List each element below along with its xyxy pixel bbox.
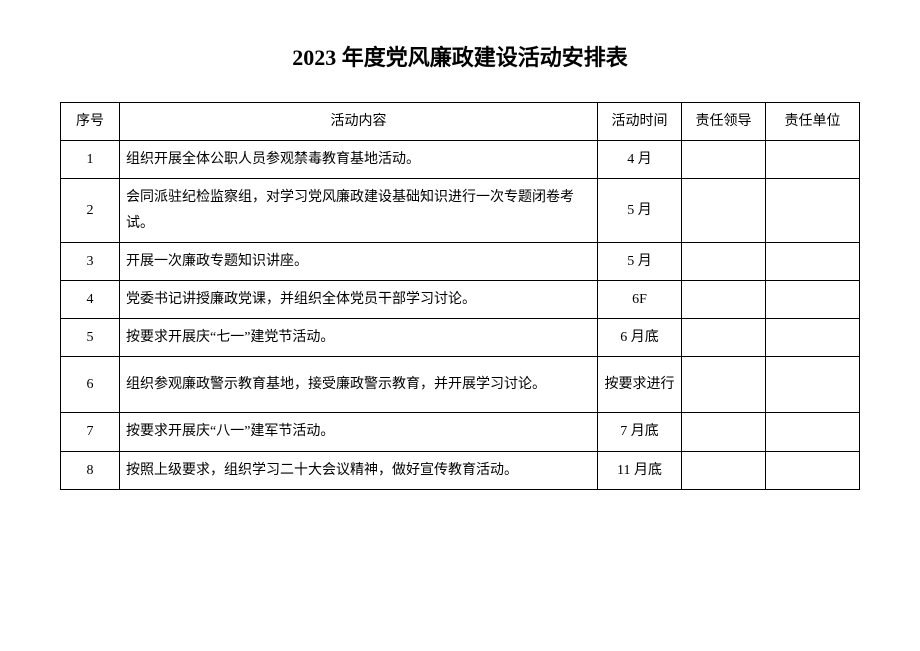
table-row: 5 按要求开展庆“七一”建党节活动。 6 月底 — [61, 319, 860, 357]
cell-leader — [682, 242, 766, 280]
cell-time: 6F — [598, 280, 682, 318]
cell-unit — [766, 319, 860, 357]
table-row: 7 按要求开展庆“八一”建军节活动。 7 月底 — [61, 413, 860, 451]
cell-time: 5 月 — [598, 242, 682, 280]
cell-content: 按要求开展庆“八一”建军节活动。 — [120, 413, 598, 451]
cell-leader — [682, 179, 766, 242]
cell-unit — [766, 179, 860, 242]
cell-seq: 8 — [61, 451, 120, 489]
header-unit: 责任单位 — [766, 103, 860, 141]
cell-unit — [766, 451, 860, 489]
cell-content: 组织开展全体公职人员参观禁毒教育基地活动。 — [120, 141, 598, 179]
cell-seq: 5 — [61, 319, 120, 357]
cell-leader — [682, 280, 766, 318]
table-row: 3 开展一次廉政专题知识讲座。 5 月 — [61, 242, 860, 280]
table-row: 6 组织参观廉政警示教育基地，接受廉政警示教育，并开展学习讨论。 按要求进行 — [61, 357, 860, 413]
cell-unit — [766, 357, 860, 413]
cell-time: 11 月底 — [598, 451, 682, 489]
table-header-row: 序号 活动内容 活动时间 责任领导 责任单位 — [61, 103, 860, 141]
cell-content: 会同派驻纪检监察组，对学习党风廉政建设基础知识进行一次专题闭卷考试。 — [120, 179, 598, 242]
cell-seq: 1 — [61, 141, 120, 179]
cell-time: 按要求进行 — [598, 357, 682, 413]
header-time: 活动时间 — [598, 103, 682, 141]
cell-unit — [766, 413, 860, 451]
cell-leader — [682, 319, 766, 357]
cell-time: 6 月底 — [598, 319, 682, 357]
cell-seq: 2 — [61, 179, 120, 242]
cell-content: 组织参观廉政警示教育基地，接受廉政警示教育，并开展学习讨论。 — [120, 357, 598, 413]
schedule-table: 序号 活动内容 活动时间 责任领导 责任单位 1 组织开展全体公职人员参观禁毒教… — [60, 102, 860, 490]
cell-leader — [682, 451, 766, 489]
table-row: 4 党委书记讲授廉政党课，并组织全体党员干部学习讨论。 6F — [61, 280, 860, 318]
cell-content: 按要求开展庆“七一”建党节活动。 — [120, 319, 598, 357]
cell-unit — [766, 242, 860, 280]
cell-leader — [682, 357, 766, 413]
table-row: 8 按照上级要求，组织学习二十大会议精神，做好宣传教育活动。 11 月底 — [61, 451, 860, 489]
cell-leader — [682, 413, 766, 451]
header-leader: 责任领导 — [682, 103, 766, 141]
cell-content: 开展一次廉政专题知识讲座。 — [120, 242, 598, 280]
cell-seq: 6 — [61, 357, 120, 413]
page-title: 2023 年度党风廉政建设活动安排表 — [60, 40, 860, 72]
cell-time: 5 月 — [598, 179, 682, 242]
cell-seq: 4 — [61, 280, 120, 318]
cell-leader — [682, 141, 766, 179]
cell-unit — [766, 141, 860, 179]
cell-time: 7 月底 — [598, 413, 682, 451]
table-row: 1 组织开展全体公职人员参观禁毒教育基地活动。 4 月 — [61, 141, 860, 179]
header-content: 活动内容 — [120, 103, 598, 141]
cell-time: 4 月 — [598, 141, 682, 179]
header-seq: 序号 — [61, 103, 120, 141]
table-row: 2 会同派驻纪检监察组，对学习党风廉政建设基础知识进行一次专题闭卷考试。 5 月 — [61, 179, 860, 242]
cell-seq: 3 — [61, 242, 120, 280]
cell-unit — [766, 280, 860, 318]
cell-seq: 7 — [61, 413, 120, 451]
cell-content: 党委书记讲授廉政党课，并组织全体党员干部学习讨论。 — [120, 280, 598, 318]
cell-content: 按照上级要求，组织学习二十大会议精神，做好宣传教育活动。 — [120, 451, 598, 489]
